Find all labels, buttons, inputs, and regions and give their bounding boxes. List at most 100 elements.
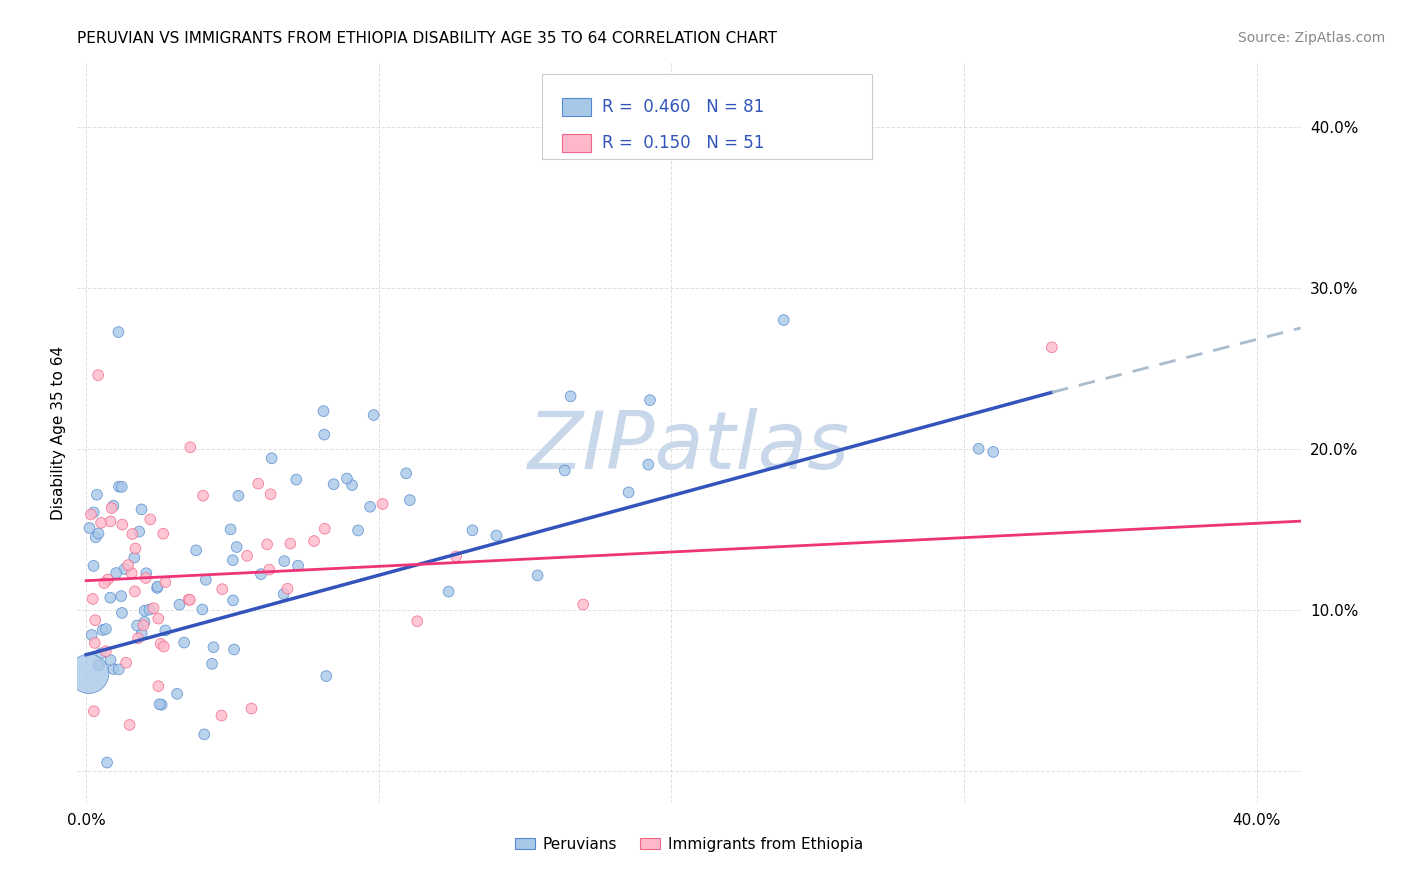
- Point: [103, 662, 125, 676]
- Point: [1040, 340, 1063, 354]
- Point: [94, 644, 117, 658]
- Text: Source: ZipAtlas.com: Source: ZipAtlas.com: [1237, 31, 1385, 45]
- Point: [314, 522, 336, 536]
- Point: [179, 440, 201, 454]
- Point: [148, 612, 170, 626]
- Point: [148, 679, 170, 693]
- Point: [336, 472, 359, 486]
- Point: [124, 541, 146, 556]
- Point: [139, 512, 162, 526]
- Point: [273, 554, 295, 568]
- Point: [638, 393, 661, 408]
- Point: [276, 582, 298, 596]
- Point: [97, 573, 120, 587]
- Point: [84, 613, 107, 627]
- Point: [83, 558, 105, 573]
- Legend: Peruvians, Immigrants from Ethiopia: Peruvians, Immigrants from Ethiopia: [509, 830, 869, 858]
- Point: [105, 566, 128, 580]
- Point: [148, 698, 170, 712]
- Point: [347, 524, 370, 538]
- Point: [981, 445, 1004, 459]
- Point: [193, 727, 215, 741]
- Point: [225, 540, 247, 554]
- Point: [166, 687, 188, 701]
- Point: [315, 669, 337, 683]
- Point: [118, 718, 141, 732]
- Point: [115, 656, 138, 670]
- FancyBboxPatch shape: [562, 98, 591, 116]
- Point: [222, 642, 245, 657]
- Point: [363, 408, 385, 422]
- Point: [201, 657, 224, 671]
- Point: [111, 480, 134, 494]
- Point: [359, 500, 381, 514]
- Point: [82, 591, 104, 606]
- Point: [98, 591, 121, 605]
- Point: [461, 524, 484, 538]
- Point: [340, 478, 363, 492]
- Point: [444, 549, 467, 564]
- Point: [80, 628, 103, 642]
- Point: [280, 536, 302, 550]
- Point: [138, 602, 160, 616]
- Point: [967, 442, 990, 456]
- Point: [100, 501, 122, 516]
- Point: [134, 604, 156, 618]
- Point: [90, 646, 112, 660]
- Point: [93, 576, 115, 591]
- Point: [96, 756, 118, 770]
- Point: [121, 566, 143, 580]
- Point: [79, 521, 101, 535]
- Point: [110, 589, 132, 603]
- Point: [287, 558, 309, 573]
- Point: [152, 640, 174, 654]
- Point: [125, 618, 148, 632]
- Point: [107, 325, 129, 339]
- Point: [108, 480, 131, 494]
- Point: [121, 527, 143, 541]
- Point: [222, 593, 245, 607]
- Point: [256, 537, 278, 551]
- Point: [398, 493, 420, 508]
- Point: [285, 473, 308, 487]
- Point: [83, 704, 105, 718]
- Text: PERUVIAN VS IMMIGRANTS FROM ETHIOPIA DISABILITY AGE 35 TO 64 CORRELATION CHART: PERUVIAN VS IMMIGRANTS FROM ETHIOPIA DIS…: [77, 31, 778, 46]
- Point: [150, 698, 173, 712]
- Point: [100, 514, 122, 528]
- Point: [437, 584, 460, 599]
- Point: [211, 708, 233, 723]
- Point: [177, 592, 200, 607]
- Point: [146, 581, 169, 595]
- Point: [87, 526, 110, 541]
- Point: [173, 635, 195, 649]
- Point: [302, 534, 325, 549]
- Point: [84, 530, 107, 544]
- Point: [124, 584, 146, 599]
- Point: [124, 550, 146, 565]
- Point: [228, 489, 250, 503]
- Point: [247, 476, 270, 491]
- Point: [772, 313, 794, 327]
- Point: [312, 404, 335, 418]
- Point: [94, 622, 117, 636]
- Point: [131, 502, 153, 516]
- Point: [485, 528, 508, 542]
- Point: [114, 562, 136, 576]
- FancyBboxPatch shape: [543, 73, 873, 159]
- Point: [259, 487, 281, 501]
- Point: [117, 558, 139, 573]
- Point: [554, 463, 576, 477]
- Text: R =  0.460   N = 81: R = 0.460 N = 81: [602, 98, 765, 116]
- Point: [637, 458, 659, 472]
- FancyBboxPatch shape: [562, 135, 591, 153]
- Point: [127, 632, 149, 646]
- Point: [132, 618, 155, 632]
- Point: [80, 508, 103, 522]
- Point: [128, 524, 150, 539]
- Point: [322, 477, 344, 491]
- Point: [211, 582, 233, 597]
- Text: ZIPatlas: ZIPatlas: [527, 409, 851, 486]
- Point: [83, 505, 105, 519]
- Point: [560, 389, 582, 403]
- Point: [236, 549, 259, 563]
